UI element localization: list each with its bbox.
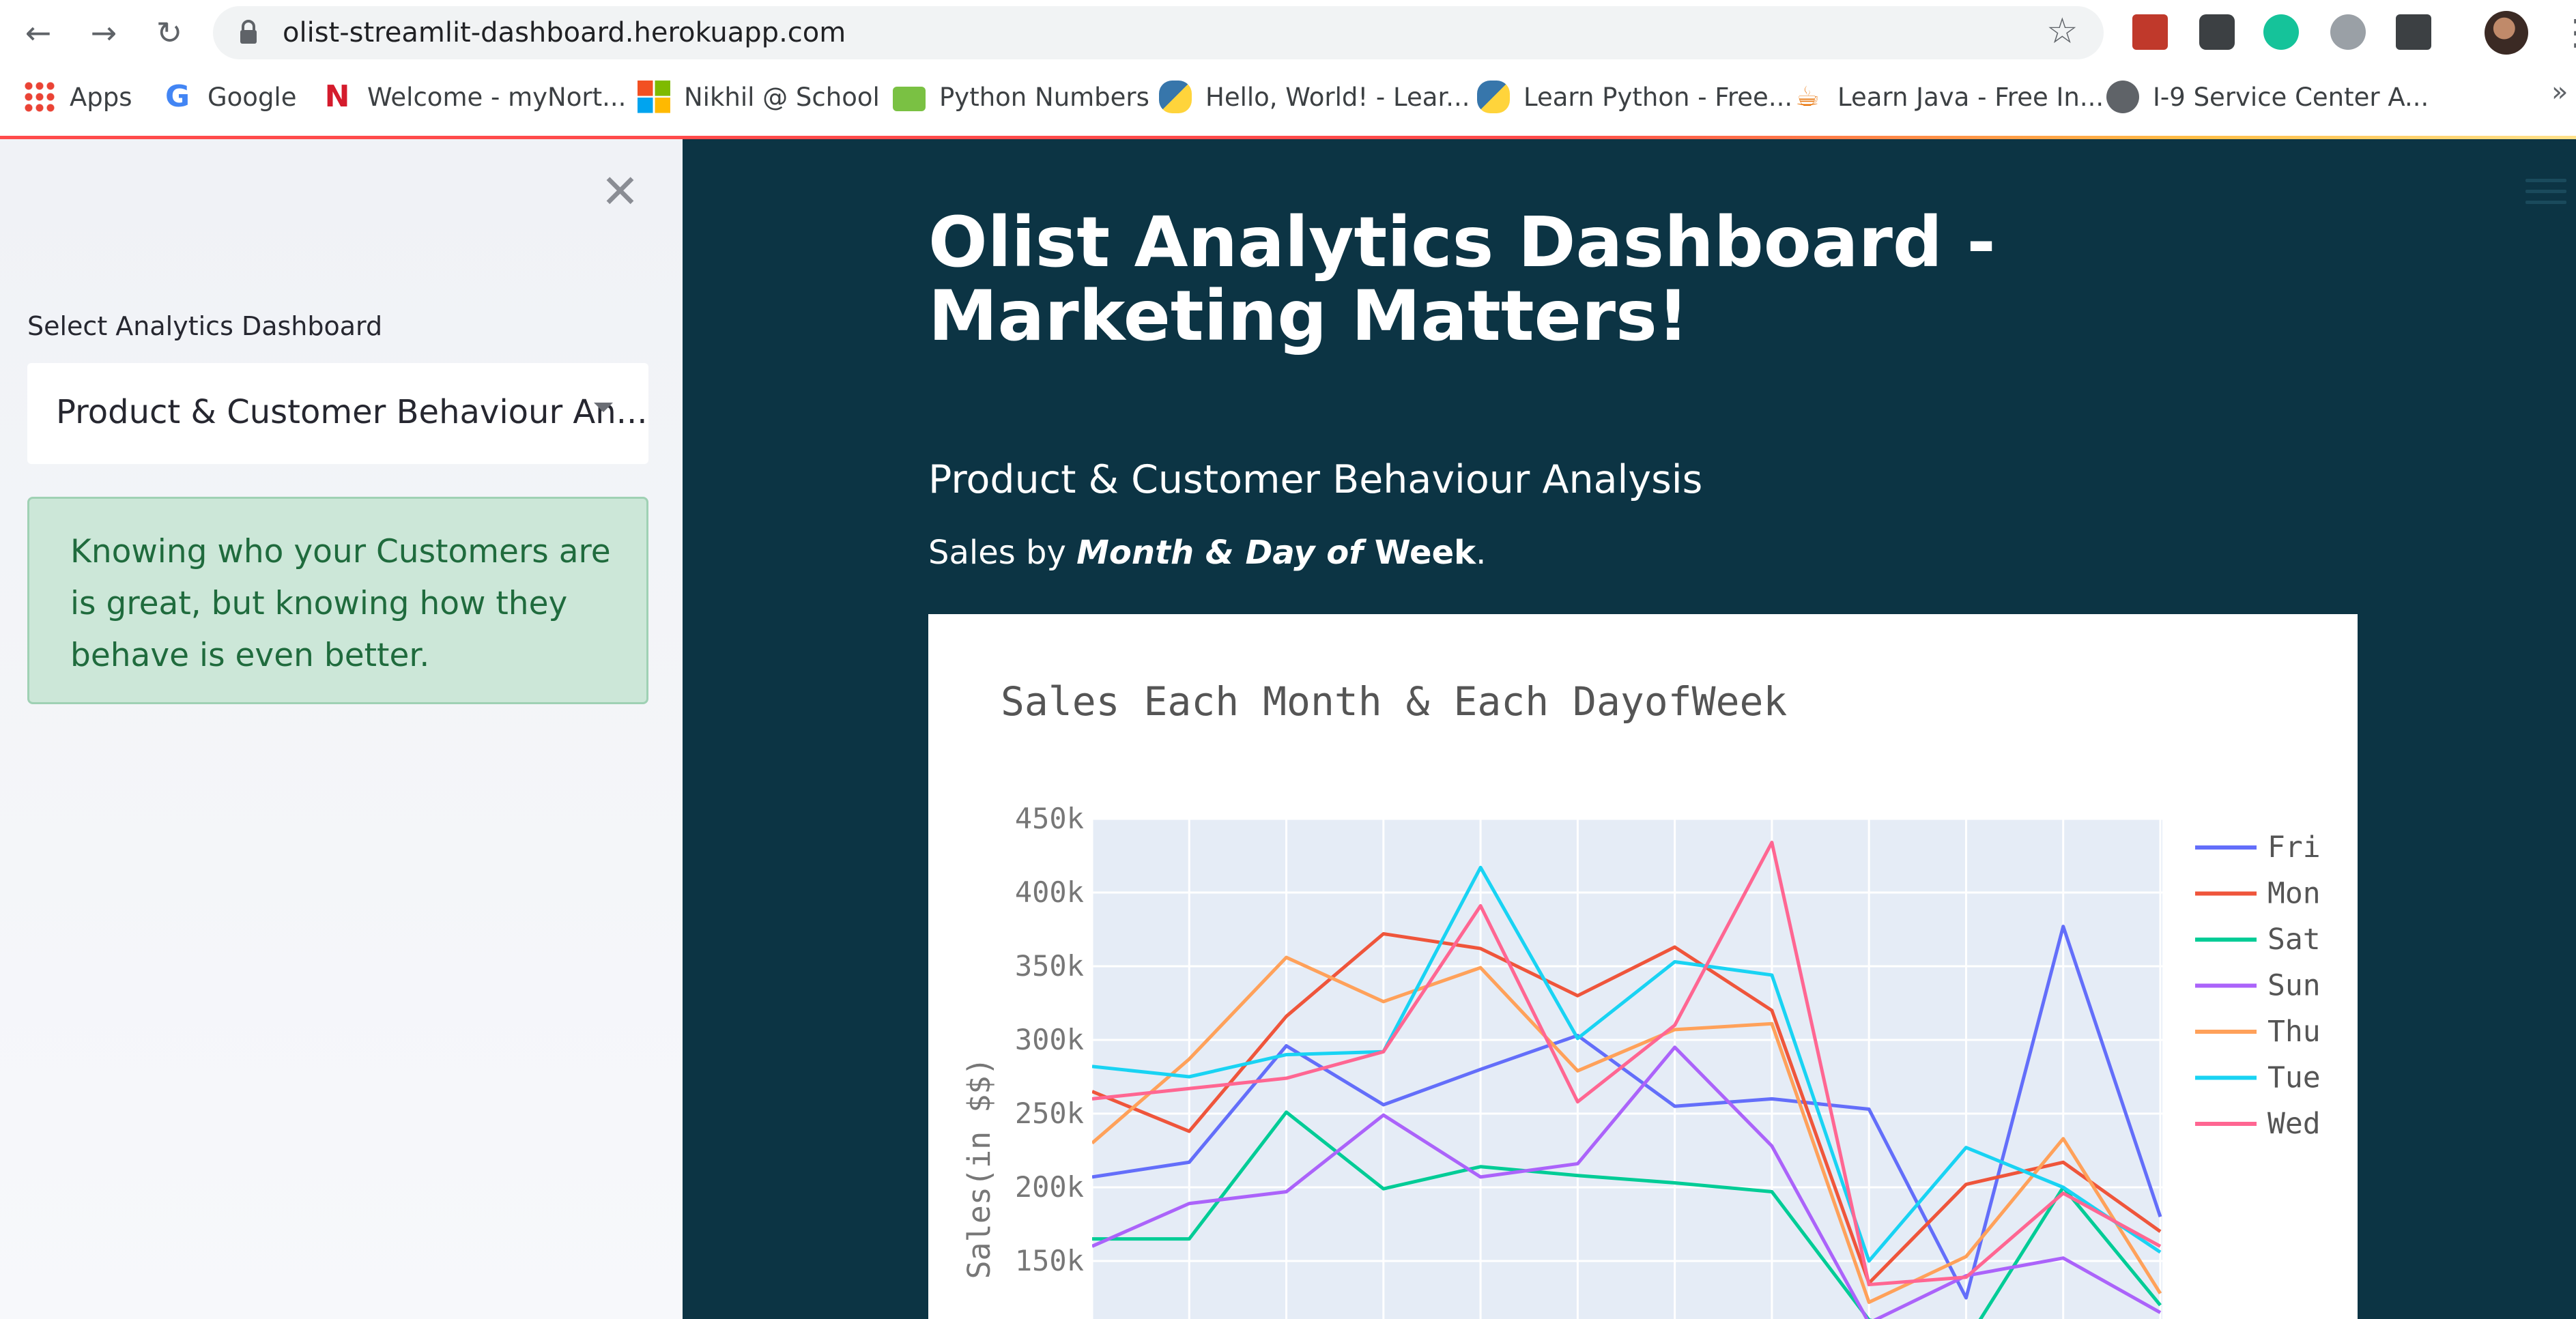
more-bookmarks-icon[interactable]: » bbox=[2551, 76, 2568, 108]
grammarly-icon[interactable] bbox=[2263, 14, 2299, 50]
chart-title: Sales Each Month & Each DayofWeek bbox=[1001, 678, 1787, 725]
y-tick-label: 450k bbox=[1015, 802, 1084, 835]
gridlines bbox=[1091, 817, 2162, 1319]
bookmark-google[interactable]: G Google bbox=[161, 75, 297, 119]
reload-icon[interactable]: ↻ bbox=[156, 14, 183, 51]
bookmark-label: Welcome - myNort... bbox=[367, 82, 627, 112]
streamlit-top-bar bbox=[0, 136, 2576, 139]
globe-icon bbox=[2106, 81, 2139, 113]
pdf-extension-icon[interactable] bbox=[2132, 14, 2168, 50]
page-title: Olist Analytics Dashboard - Marketing Ma… bbox=[928, 202, 1996, 357]
lock-icon bbox=[240, 20, 257, 44]
bookmark-label: Python Numbers bbox=[939, 82, 1149, 112]
caption-suffix: . bbox=[1476, 534, 1487, 572]
northeastern-icon: N bbox=[324, 79, 350, 114]
dashboard-select-value: Product & Customer Behaviour An... bbox=[56, 393, 648, 431]
browser-chrome: ← → ↻ olist-streamlit-dashboard.herokuap… bbox=[0, 0, 2576, 139]
chart-svg: Sales Each Month & Each DayofWeek Sales(… bbox=[961, 678, 2321, 1319]
chat-extension-icon[interactable] bbox=[2330, 14, 2366, 50]
series-line-mon bbox=[1092, 931, 2162, 1285]
y-tick-label: 200k bbox=[1015, 1170, 1084, 1204]
section-subheader: Product & Customer Behaviour Analysis bbox=[928, 457, 1703, 502]
forward-arrow-icon[interactable]: → bbox=[90, 14, 117, 51]
plot-area bbox=[1092, 819, 2162, 1319]
back-arrow-icon[interactable]: ← bbox=[25, 14, 52, 51]
bookmark-label: Apps bbox=[70, 82, 132, 112]
legend-label-thu: Thu bbox=[2267, 1015, 2321, 1049]
bookmark-label: Hello, World! - Lear... bbox=[1205, 82, 1470, 112]
legend[interactable]: Fri Mon Sat Sun Thu Tue Wed bbox=[2195, 830, 2321, 1141]
series-lines bbox=[1092, 841, 2162, 1319]
bookmark-nikhil-school[interactable]: Nikhil @ School bbox=[638, 75, 880, 119]
y-tick-label: 250k bbox=[1015, 1097, 1084, 1130]
python-icon bbox=[1159, 81, 1192, 113]
legend-label-fri: Fri bbox=[2267, 830, 2321, 865]
y-ticks: 450k 400k 350k 300k 250k 200k 150k bbox=[1015, 802, 1084, 1277]
chevron-down-icon bbox=[594, 403, 613, 412]
browser-menu-icon[interactable]: ⋮ bbox=[2558, 12, 2576, 53]
select-label: Select Analytics Dashboard bbox=[27, 311, 383, 341]
legend-label-wed: Wed bbox=[2267, 1107, 2321, 1141]
chart-y-axis-label: Sales(in $$) bbox=[961, 1057, 997, 1279]
hamburger-menu-icon[interactable] bbox=[2525, 179, 2566, 212]
python-numbers-icon bbox=[893, 87, 926, 111]
bookmark-star-icon[interactable]: ☆ bbox=[2046, 11, 2078, 52]
sales-line-chart[interactable]: Sales Each Month & Each DayofWeek Sales(… bbox=[928, 614, 2358, 1319]
legend-label-tue: Tue bbox=[2267, 1061, 2321, 1095]
bookmarks-bar: Apps G Google N Welcome - myNort... Nikh… bbox=[0, 75, 2576, 119]
google-icon: G bbox=[164, 79, 190, 114]
chart-caption: Sales by Month & Day of Week. bbox=[928, 534, 1486, 572]
bookmark-label: Google bbox=[207, 82, 297, 112]
y-tick-label: 150k bbox=[1015, 1244, 1084, 1277]
omnibox[interactable] bbox=[213, 6, 2104, 59]
apps-grid-icon bbox=[23, 81, 56, 113]
y-tick-label: 400k bbox=[1015, 875, 1084, 909]
caption-emphasis: Month & Day of bbox=[1076, 534, 1364, 572]
series-line-tue bbox=[1092, 865, 2162, 1263]
java-icon: ☕ bbox=[1795, 81, 1820, 113]
profile-avatar[interactable] bbox=[2485, 11, 2528, 55]
legend-label-mon: Mon bbox=[2267, 877, 2321, 911]
address-bar-row: ← → ↻ olist-streamlit-dashboard.herokuap… bbox=[0, 0, 2576, 66]
legend-label-sun: Sun bbox=[2267, 969, 2321, 1003]
series-line-wed bbox=[1092, 841, 2162, 1287]
bookmark-mynortheastern[interactable]: N Welcome - myNort... bbox=[321, 75, 627, 119]
bookmark-label: Nikhil @ School bbox=[684, 82, 880, 112]
bookmark-label: Learn Java - Free In... bbox=[1837, 82, 2104, 112]
python-icon bbox=[1477, 81, 1510, 113]
bookmark-learn-python[interactable]: Learn Python - Free... bbox=[1477, 75, 1792, 119]
legend-label-sat: Sat bbox=[2267, 923, 2321, 957]
bookmark-label: Learn Python - Free... bbox=[1523, 82, 1793, 112]
caption-bold: Week bbox=[1374, 534, 1476, 572]
bookmark-hello-world[interactable]: Hello, World! - Lear... bbox=[1159, 75, 1470, 119]
series-line-sun bbox=[1092, 1045, 2162, 1319]
bookmark-label: I-9 Service Center A... bbox=[2153, 82, 2429, 112]
bookmark-i9-service[interactable]: I-9 Service Center A... bbox=[2106, 75, 2429, 119]
y-tick-label: 300k bbox=[1015, 1023, 1084, 1056]
y-tick-label: 350k bbox=[1015, 949, 1084, 983]
dashboard-select[interactable]: Product & Customer Behaviour An... bbox=[27, 363, 648, 464]
caption-prefix: Sales by bbox=[928, 534, 1077, 572]
lightbulb-extension-icon[interactable] bbox=[2199, 14, 2235, 50]
bookmark-python-numbers[interactable]: Python Numbers bbox=[893, 75, 1149, 119]
microsoft-icon bbox=[638, 81, 670, 113]
series-line-thu bbox=[1092, 955, 2162, 1304]
info-alert: Knowing who your Customers are is great,… bbox=[27, 497, 648, 704]
close-icon[interactable]: ✕ bbox=[601, 165, 640, 219]
code-extension-icon[interactable] bbox=[2396, 14, 2431, 50]
info-alert-text: Knowing who your Customers are is great,… bbox=[70, 533, 611, 674]
bookmark-apps[interactable]: Apps bbox=[23, 75, 132, 119]
bookmark-learn-java[interactable]: ☕ Learn Java - Free In... bbox=[1791, 75, 2104, 119]
url-text[interactable]: olist-streamlit-dashboard.herokuapp.com bbox=[283, 17, 846, 48]
series-line-sat bbox=[1092, 1110, 2162, 1319]
sidebar: ✕ Select Analytics Dashboard Product & C… bbox=[0, 139, 683, 1319]
